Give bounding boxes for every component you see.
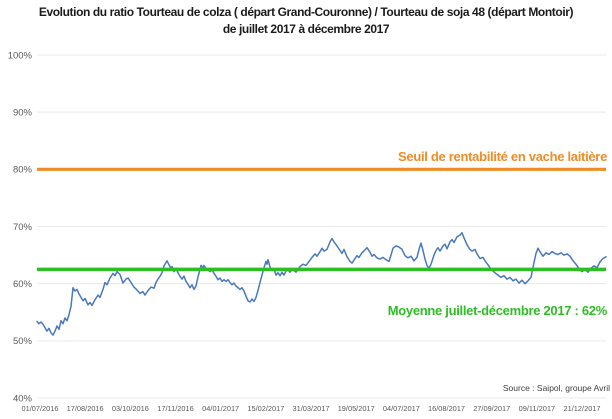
x-tick-label: 09/11/2017 <box>519 404 555 413</box>
y-tick-label: 70% <box>13 222 33 233</box>
x-tick-label: 16/08/2017 <box>428 404 465 413</box>
x-axis-labels: 01/07/2016 17/08/2016 03/10/2016 17/11/2016… <box>22 404 601 413</box>
gridlines <box>37 54 606 399</box>
x-tick-label: 03/10/2016 <box>112 404 149 413</box>
chart-title: Evolution du ratio Tourteau de colza ( d… <box>0 4 612 38</box>
x-tick-label: 04/01/2017 <box>202 404 239 413</box>
chart-title-line1: Evolution du ratio Tourteau de colza ( d… <box>38 5 574 19</box>
y-tick-label: 90% <box>13 108 33 119</box>
y-tick-label: 50% <box>13 336 33 347</box>
y-tick-label: 60% <box>13 279 33 290</box>
x-tick-label: 01/07/2016 <box>22 404 59 413</box>
x-tick-label: 15/02/2017 <box>247 404 284 413</box>
y-axis-labels: 40% 50% 60% 70% 80% 90% 100% <box>8 50 33 404</box>
average-label: Moyenne juillet-décembre 2017 : 62% <box>388 303 608 318</box>
threshold-label: Seuil de rentabilité en vache laitière <box>398 149 607 164</box>
y-tick-label: 80% <box>13 165 33 176</box>
x-tick-label: 19/05/2017 <box>338 404 375 413</box>
x-tick-label: 31/03/2017 <box>293 404 330 413</box>
x-tick-label: 27/09/2017 <box>473 404 510 413</box>
source-note: Source : Saipol, groupe Avril <box>503 383 610 393</box>
x-tick-label: 17/08/2016 <box>67 404 104 413</box>
chart-title-line2: de juillet 2017 à décembre 2017 <box>222 22 390 36</box>
x-tick-label: 04/07/2017 <box>383 404 420 413</box>
x-tick-label: 21/12/2017 <box>564 404 601 413</box>
reference-lines <box>37 167 606 272</box>
x-tick-label: 17/11/2016 <box>157 404 193 413</box>
y-tick-label: 100% <box>8 50 33 61</box>
y-tick-label: 40% <box>13 393 33 404</box>
